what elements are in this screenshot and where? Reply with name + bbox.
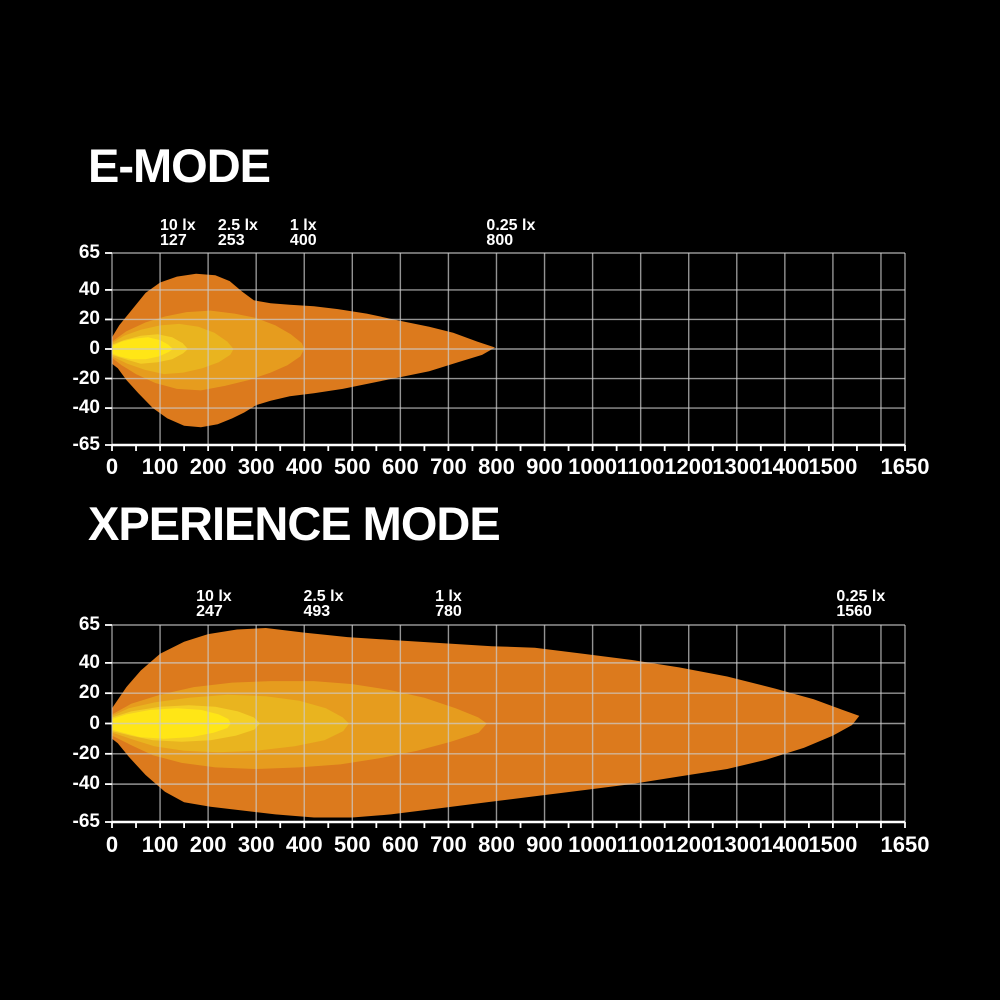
- x-tick-label: 1100: [616, 454, 665, 479]
- x-tick-label: 600: [382, 454, 419, 479]
- annotation-lux-value: 2.5 lx: [303, 588, 344, 605]
- x-tick-label: 500: [333, 832, 371, 857]
- x-tick-label: 1100: [616, 832, 665, 857]
- annotation-distance-value: 780: [435, 603, 462, 620]
- x-tick-label: 1400: [760, 832, 810, 857]
- x-tick-label: 700: [430, 832, 467, 857]
- y-tick-label: 40: [78, 278, 100, 300]
- chart-title-xperience: XPERIENCE MODE: [88, 497, 501, 550]
- beam-annotation: 10 lx 127: [160, 217, 196, 249]
- beam-annotation: 2.5 lx 253: [217, 217, 258, 249]
- x-tick-label: 100: [141, 454, 179, 479]
- x-tick-label: 1200: [664, 454, 714, 479]
- beam-plot-svg: [105, 624, 906, 828]
- annotation-distance-value: 253: [217, 232, 245, 249]
- beam-annotation: 2.5 lx 493: [303, 588, 344, 620]
- y-tick-label: 20: [78, 308, 100, 330]
- annotation-distance-value: 800: [486, 232, 514, 249]
- beam-annotation: 0.25 lx 800: [486, 217, 536, 249]
- x-tick-label: 1650: [880, 454, 930, 479]
- beam-annotation: 0.25 lx 1560: [836, 588, 886, 620]
- x-tick-label: 400: [285, 454, 323, 479]
- beam-annotation: 1 lx 400: [289, 217, 317, 249]
- annotation-lux-value: 0.25 lx: [836, 588, 886, 605]
- x-tick-label: 0: [105, 454, 119, 479]
- x-tick-label: 300: [237, 454, 275, 479]
- x-tick-label: 800: [478, 832, 515, 857]
- annotation-distance-value: 400: [289, 232, 317, 249]
- annotation-distance-value: 493: [303, 603, 331, 620]
- annotation-lux-value: 2.5 lx: [217, 217, 258, 234]
- x-tick-label: 1300: [712, 832, 762, 857]
- y-tick-label: -65: [72, 434, 100, 455]
- beam-contour-10lx: [112, 337, 173, 360]
- beam-plot-svg: [105, 252, 906, 451]
- x-tick-label: 100: [141, 832, 179, 857]
- x-tick-label: 200: [189, 832, 227, 857]
- x-tick-label: 1300: [712, 454, 762, 479]
- x-tick-label: 1500: [808, 454, 858, 479]
- annotation-lux-value: 1 lx: [289, 217, 317, 234]
- annotation-lux-value: 10 lx: [196, 588, 232, 605]
- x-tick-label: 1500: [808, 832, 858, 857]
- x-tick-label: 800: [478, 454, 515, 479]
- y-tick-label: -40: [72, 397, 100, 419]
- x-tick-label: 500: [333, 454, 371, 479]
- x-tick-label: 400: [285, 832, 323, 857]
- x-tick-label: 700: [430, 454, 467, 479]
- y-tick-label: -40: [72, 773, 100, 795]
- x-tick-label: 200: [189, 454, 227, 479]
- y-tick-label: -65: [72, 811, 100, 832]
- x-tick-label: 1650: [880, 832, 930, 857]
- annotation-distance-value: 247: [196, 603, 223, 620]
- x-tick-label: 1000: [568, 454, 618, 479]
- x-tick-label: 600: [382, 832, 419, 857]
- annotation-lux-value: 1 lx: [435, 588, 462, 605]
- y-tick-label: 0: [89, 712, 100, 734]
- y-tick-label: 40: [78, 651, 100, 673]
- x-tick-label: 0: [105, 832, 119, 857]
- x-tick-label: 1400: [760, 454, 810, 479]
- x-tick-label: 900: [526, 832, 563, 857]
- chart-title-emode: E-MODE: [88, 139, 271, 192]
- annotation-lux-value: 10 lx: [160, 217, 196, 234]
- y-tick-label: 65: [78, 614, 100, 635]
- x-tick-label: 1200: [664, 832, 714, 857]
- y-tick-label: -20: [72, 742, 100, 764]
- annotation-lux-value: 0.25 lx: [486, 217, 536, 234]
- x-tick-label: 300: [237, 832, 275, 857]
- annotation-distance-value: 1560: [836, 603, 872, 620]
- y-tick-label: -20: [72, 367, 100, 389]
- y-tick-label: 20: [78, 682, 100, 704]
- y-tick-label: 65: [78, 242, 100, 263]
- x-tick-label: 900: [526, 454, 563, 479]
- annotation-distance-value: 127: [160, 232, 187, 249]
- y-tick-label: 0: [89, 338, 100, 359]
- x-tick-label: 1000: [568, 832, 618, 857]
- beam-annotation: 1 lx 780: [435, 588, 462, 620]
- beam-annotation: 10 lx 247: [196, 588, 232, 620]
